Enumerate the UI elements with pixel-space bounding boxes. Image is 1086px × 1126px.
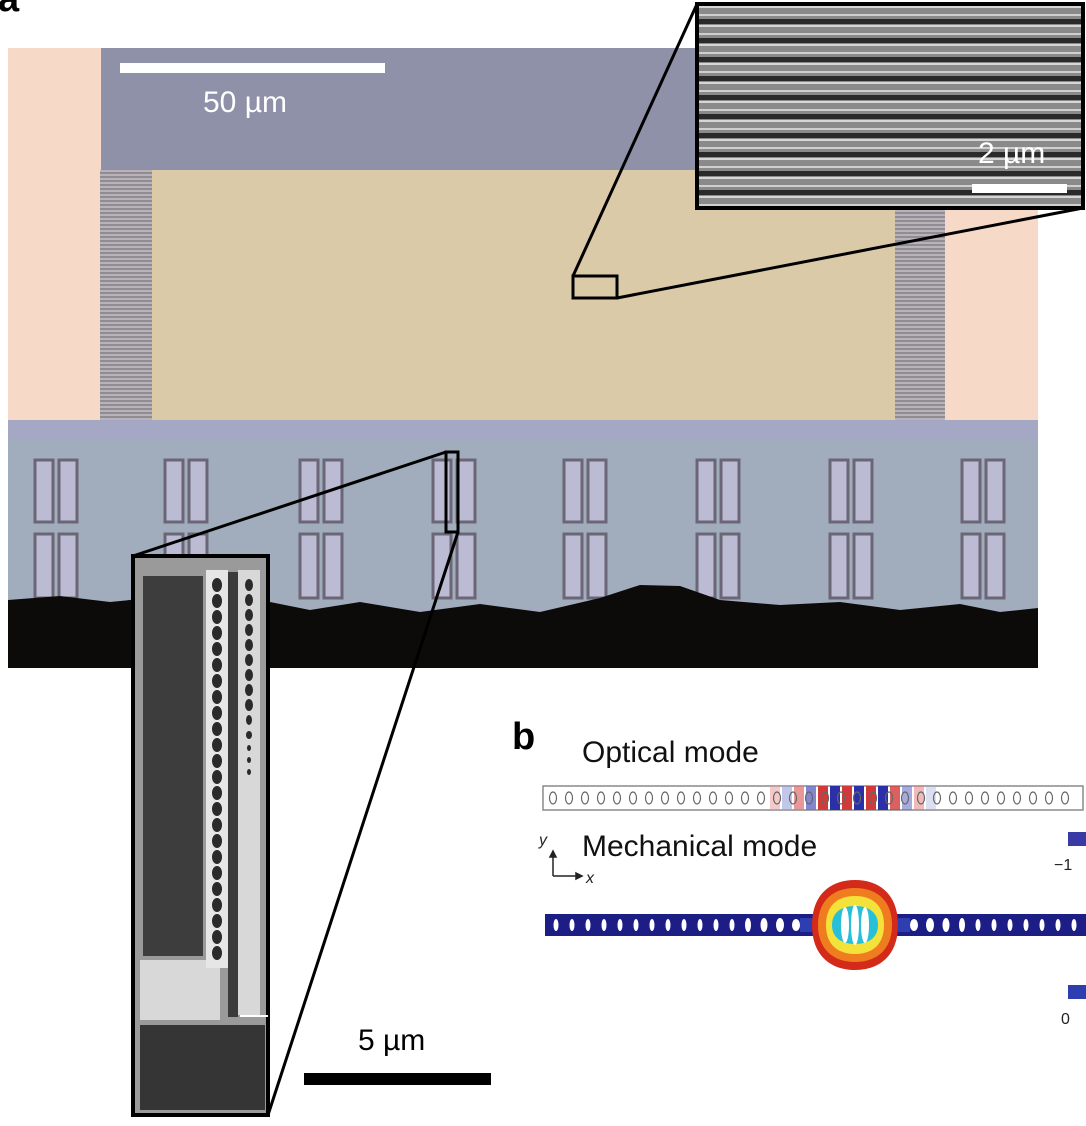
mechanical-colorbar-swatch <box>1068 985 1086 999</box>
top-inset-zoom-lines <box>571 3 1084 300</box>
optical-holes <box>548 791 1070 805</box>
bottom-inset-zoom-lines <box>132 450 460 1116</box>
main-scale-bar <box>120 63 385 73</box>
top-sem-inset <box>695 2 1085 210</box>
axis-x-label: x <box>586 870 594 887</box>
optical-colorbar-min-label: −1 <box>1054 857 1073 874</box>
panel-b-label: b <box>512 716 536 758</box>
optical-mode-beam <box>542 785 1086 846</box>
panel-a-label: a <box>0 0 19 21</box>
main-scale-label: 50 µm <box>203 86 287 119</box>
axis-arrows <box>548 849 584 881</box>
inset-top-scale-label: 2 µm <box>978 137 1046 170</box>
mechanical-colorbar-min-label: 0 <box>1061 1011 1070 1028</box>
inset-bottom-scale-bar <box>304 1073 491 1085</box>
bottom-sem-inset <box>131 554 270 1117</box>
axis-y-label: y <box>539 832 547 849</box>
mechanical-mode-title: Mechanical mode <box>582 830 818 863</box>
mechanical-mode-beam <box>545 880 1086 999</box>
optical-colorbar-swatch <box>1068 832 1086 846</box>
mechanical-breathing-region <box>800 880 910 970</box>
inset-bottom-scale-label: 5 µm <box>358 1024 426 1057</box>
device-array <box>33 458 1006 600</box>
optical-field-lobes <box>770 786 936 810</box>
optical-mode-title: Optical mode <box>582 736 759 769</box>
inset-top-scale-bar <box>972 184 1067 193</box>
mechanical-holes <box>553 918 1077 932</box>
